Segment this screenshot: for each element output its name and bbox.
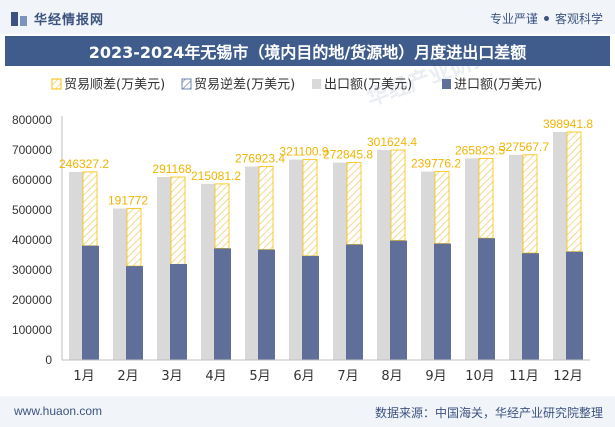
surplus-data-label: 321100.9 [279,145,328,159]
y-tick-label: 600000 [12,173,52,187]
bar-surplus [258,166,274,250]
bar-surplus [214,183,230,249]
surplus-data-label: 291168 [152,162,191,176]
y-tick-label: 200000 [12,293,52,307]
legend-label-export: 出口额(万美元) [324,78,412,93]
bar-import [82,245,99,360]
header-tags: 专业严谨 客观科学 [490,10,603,27]
bar-import [126,266,143,360]
bar-surplus [390,149,406,241]
bar-import [214,248,231,360]
surplus-data-label: 191772 [108,194,148,208]
surplus-data-label: 327567.7 [499,140,549,154]
bar-import [434,243,451,360]
y-tick-label: 400000 [12,233,52,247]
surplus-data-label: 398941.8 [543,117,593,131]
legend-label-surplus: 贸易顺差(万美元) [64,78,165,93]
bar-import [170,264,187,360]
x-tick-label: 7月 [337,369,358,384]
y-tick-label: 100000 [12,323,52,337]
bar-import [346,244,363,360]
bar-import [390,240,407,360]
surplus-data-label: 301624.4 [367,135,417,149]
bar-import [478,238,495,360]
footer-source: 数据来源：中国海关，华经产业研究院整理 [374,406,603,420]
legend-swatch-surplus [51,78,62,90]
bar-surplus [566,131,582,253]
surplus-data-label: 239776.2 [411,157,461,171]
y-tick-label: 700000 [12,143,52,157]
bar-import [258,249,275,360]
x-tick-label: 11月 [509,369,539,384]
x-tick-label: 4月 [205,369,226,384]
legend-label-deficit: 贸易逆差(万美元) [194,77,295,93]
tag-professional: 专业严谨 [489,12,538,26]
title-bar: 2023-2024年无锡市（境内目的地/货源地）月度进出口差额 [5,36,610,66]
x-tick-label: 9月 [425,369,446,384]
legend-label-import: 进口额(万美元) [454,78,542,93]
y-tick-label: 0 [45,353,52,367]
bar-surplus [478,158,494,239]
x-tick-label: 3月 [161,369,182,384]
surplus-data-label: 265823.5 [455,143,505,157]
x-axis: 1月 2月 3月 4月 5月 6月 7月 8月 9月 10月 11月 12月 [62,359,590,384]
bar-surplus [126,208,142,267]
x-tick-label: 12月 [553,369,583,384]
legend: 贸易顺差(万美元) 贸易逆差(万美元) 出口额(万美元) 进口额(万美元) [51,77,542,93]
y-tick-label: 800000 [12,113,52,127]
tag-separator-dot [543,16,549,21]
footer-url[interactable]: www.huaon.com [14,404,103,418]
legend-swatch-export [312,79,321,89]
x-tick-label: 5月 [249,369,270,384]
legend-swatch-import [442,79,451,89]
y-axis: 0 100000 200000 300000 400000 500000 600000 700… [12,113,63,367]
legend-swatch-deficit [181,78,192,90]
bar-surplus [302,159,318,257]
bar-surplus [170,176,186,265]
top-bar: 华经情报网 专业严谨 客观科学 [0,0,615,34]
surplus-data-label: 246327.2 [59,157,109,171]
surplus-data-label: 272845.8 [323,148,373,162]
surplus-data-label: 276923.4 [235,152,285,166]
bar-surplus [434,171,450,244]
bar-surplus [82,171,98,247]
chart-title: 2023-2024年无锡市（境内目的地/货源地）月度进出口差额 [88,43,527,62]
x-tick-label: 6月 [293,369,314,384]
x-tick-label: 8月 [381,369,402,384]
x-tick-label: 1月 [73,369,94,384]
brand-logo-icon [11,11,27,26]
bar-import [302,255,319,360]
bar-surplus [522,154,538,254]
x-tick-label: 2月 [117,369,138,384]
brand[interactable]: 华经情报网 [10,9,104,28]
bar-surplus [346,162,362,245]
bar-import [566,251,583,360]
surplus-data-label: 215081.2 [191,169,241,183]
footer: www.huaon.com 数据来源：中国海关，华经产业研究院整理 [0,396,615,427]
bars: 246327.2 191772 291168 215081.2 276923.43211… [59,117,593,360]
x-tick-label: 10月 [465,369,495,384]
y-tick-label: 500000 [12,203,52,217]
y-tick-label: 300000 [12,263,52,277]
bar-import [522,253,539,360]
brand-name: 华经情报网 [34,12,105,27]
chart: 华经产业研究院 贸易顺差(万美元) 贸易逆差(万美元) 出口额(万美元) 进口额(万美… [12,66,593,384]
tag-objective: 客观科学 [554,12,603,26]
